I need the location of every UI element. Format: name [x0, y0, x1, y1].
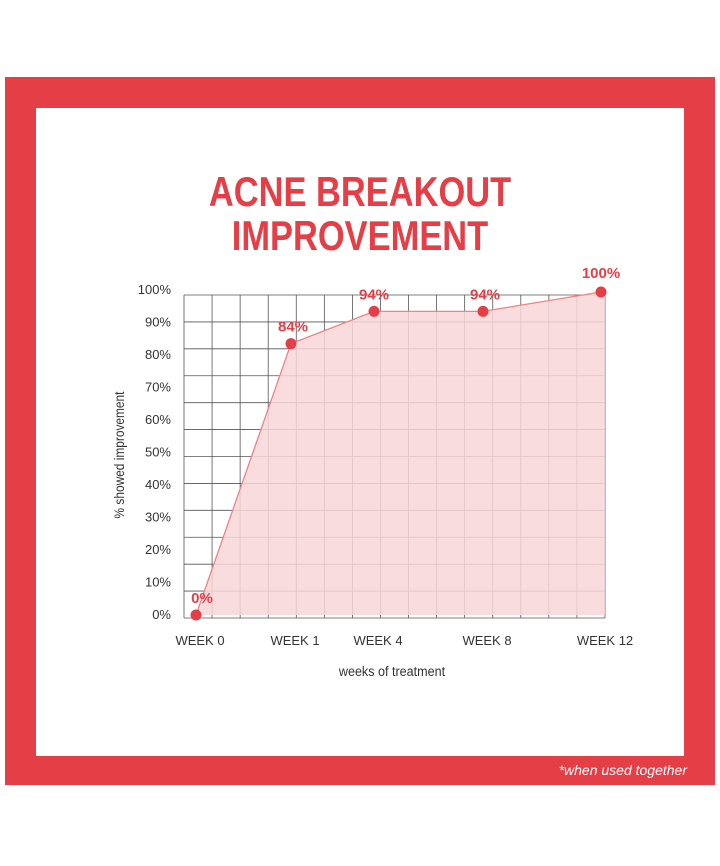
- y-tick-label: 30%: [145, 510, 171, 525]
- data-point: [595, 286, 607, 298]
- title-line-1: ACNE BREAKOUT: [208, 168, 512, 215]
- data-point: [190, 609, 202, 621]
- data-points: [190, 286, 607, 621]
- data-point: [285, 338, 297, 350]
- y-axis-label: % showed improvement: [111, 391, 127, 518]
- x-tick-label: WEEK 8: [462, 633, 511, 648]
- y-tick-label: 100%: [138, 282, 172, 297]
- data-label: 94%: [470, 286, 500, 303]
- data-point: [477, 305, 489, 317]
- area-fill: [196, 292, 605, 615]
- y-tick-label: 40%: [145, 477, 171, 492]
- footnote: *when used together: [558, 762, 687, 778]
- data-label: 94%: [359, 286, 389, 303]
- y-tick-label: 70%: [145, 380, 171, 395]
- chart-title: ACNE BREAKOUT IMPROVEMENT: [94, 170, 625, 258]
- y-tick-label: 50%: [145, 445, 171, 460]
- title-line-2: IMPROVEMENT: [231, 212, 489, 259]
- data-point: [368, 305, 380, 317]
- y-tick-label: 80%: [145, 347, 171, 362]
- x-tick-label: WEEK 0: [175, 633, 224, 648]
- x-axis-label: weeks of treatment: [338, 663, 446, 679]
- x-tick-label: WEEK 1: [270, 633, 319, 648]
- y-tick-label: 0%: [152, 607, 171, 622]
- data-label: 100%: [582, 265, 620, 282]
- y-tick-label: 10%: [145, 575, 171, 590]
- data-label: 84%: [278, 319, 308, 336]
- data-label: 0%: [191, 590, 213, 607]
- x-axis-ticks: WEEK 0 WEEK 1 WEEK 4 WEEK 8 WEEK 12: [175, 633, 633, 648]
- data-labels: 0% 84% 94% 94% 100%: [191, 265, 620, 607]
- y-tick-label: 60%: [145, 412, 171, 427]
- y-tick-label: 90%: [145, 315, 171, 330]
- y-axis-ticks: 0% 10% 20% 30% 40% 50% 60% 70% 80% 90% 100%: [138, 282, 172, 622]
- x-tick-label: WEEK 4: [353, 633, 402, 648]
- y-tick-label: 20%: [145, 542, 171, 557]
- x-tick-label: WEEK 12: [577, 633, 633, 648]
